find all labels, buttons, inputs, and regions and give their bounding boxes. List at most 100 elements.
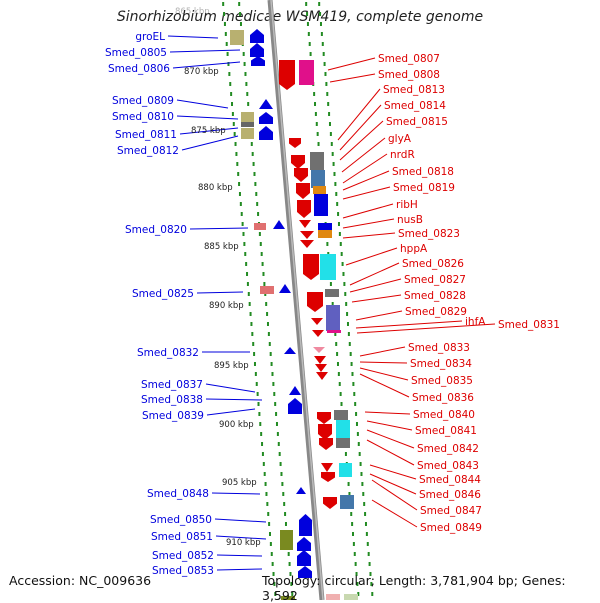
gene-label[interactable]: Smed_0835 xyxy=(411,375,473,387)
gene-label[interactable]: Smed_0840 xyxy=(413,409,475,421)
gene-label[interactable]: Smed_0847 xyxy=(420,505,482,517)
cog-block[interactable] xyxy=(336,438,350,448)
gene-label[interactable]: Smed_0848 xyxy=(147,488,209,500)
gene-arrow[interactable] xyxy=(259,99,273,109)
gene-label[interactable]: Smed_0809 xyxy=(112,95,174,107)
gene-label[interactable]: Smed_0818 xyxy=(392,166,454,178)
gene-label[interactable]: nusB xyxy=(397,214,423,226)
gene-arrow[interactable] xyxy=(251,56,265,66)
gene-label[interactable]: groEL xyxy=(135,31,165,43)
gene-arrow[interactable] xyxy=(323,497,337,509)
gene-arrow[interactable] xyxy=(250,43,264,57)
gene-arrow[interactable] xyxy=(300,231,314,239)
gene-label[interactable]: Smed_0813 xyxy=(383,84,445,96)
gene-label[interactable]: Smed_0808 xyxy=(378,69,440,81)
gene-arrow[interactable] xyxy=(288,398,302,414)
gene-arrow[interactable] xyxy=(289,138,301,148)
gene-label[interactable]: Smed_0846 xyxy=(419,489,481,501)
gene-arrow[interactable] xyxy=(303,254,319,280)
gene-arrow[interactable] xyxy=(312,330,324,337)
gene-label[interactable]: Smed_0807 xyxy=(378,53,440,65)
gene-label[interactable]: Smed_0826 xyxy=(402,258,464,270)
cog-block[interactable] xyxy=(281,596,295,600)
gene-label[interactable]: Smed_0844 xyxy=(419,474,481,486)
gene-label[interactable]: Smed_0849 xyxy=(420,522,482,534)
gene-label[interactable]: Smed_0850 xyxy=(150,514,212,526)
gene-label[interactable]: Smed_0836 xyxy=(412,392,474,404)
cog-block[interactable] xyxy=(326,305,340,331)
gene-label[interactable]: Smed_0806 xyxy=(108,63,170,75)
gene-label[interactable]: Smed_0841 xyxy=(415,425,477,437)
gene-label[interactable]: Smed_0819 xyxy=(393,182,455,194)
gene-label[interactable]: Smed_0833 xyxy=(408,342,470,354)
gene-label[interactable]: Smed_0829 xyxy=(405,306,467,318)
gene-label[interactable]: glyA xyxy=(388,133,412,145)
gene-arrow[interactable] xyxy=(273,220,285,229)
cog-block[interactable] xyxy=(280,530,293,550)
gene-arrow[interactable] xyxy=(316,372,328,380)
cog-block[interactable] xyxy=(318,223,332,230)
gene-arrow[interactable] xyxy=(299,514,312,536)
gene-arrow[interactable] xyxy=(289,386,301,395)
gene-arrow[interactable] xyxy=(314,356,326,364)
gene-label[interactable]: Smed_0842 xyxy=(417,443,479,455)
gene-label[interactable]: Smed_0853 xyxy=(152,565,214,577)
gene-label[interactable]: ihfA xyxy=(465,316,486,328)
cog-block[interactable] xyxy=(230,30,244,45)
cog-block[interactable] xyxy=(299,60,314,85)
gene-label[interactable]: Smed_0820 xyxy=(125,224,187,236)
gene-label[interactable]: Smed_0810 xyxy=(112,111,174,123)
gene-arrow[interactable] xyxy=(313,347,325,353)
gene-arrow[interactable] xyxy=(319,438,333,450)
gene-arrow[interactable] xyxy=(284,347,296,354)
cog-block[interactable] xyxy=(327,330,341,333)
gene-arrow[interactable] xyxy=(297,537,311,551)
cog-block[interactable] xyxy=(313,186,326,194)
cog-block[interactable] xyxy=(340,495,354,509)
gene-arrow[interactable] xyxy=(279,284,291,293)
gene-label[interactable]: Smed_0832 xyxy=(137,347,199,359)
gene-arrow[interactable] xyxy=(299,220,311,228)
gene-label[interactable]: Smed_0831 xyxy=(498,319,560,331)
gene-label[interactable]: Smed_0838 xyxy=(141,394,203,406)
gene-arrow[interactable] xyxy=(291,155,305,169)
gene-label[interactable]: Smed_0811 xyxy=(115,129,177,141)
cog-block[interactable] xyxy=(311,170,325,188)
gene-arrow[interactable] xyxy=(259,126,273,140)
gene-label[interactable]: ribH xyxy=(396,199,418,211)
cog-block[interactable] xyxy=(334,410,348,420)
cog-block[interactable] xyxy=(344,594,358,600)
gene-label[interactable]: Smed_0839 xyxy=(142,410,204,422)
cog-block[interactable] xyxy=(310,152,324,170)
gene-label[interactable]: Smed_0815 xyxy=(386,116,448,128)
gene-arrow[interactable] xyxy=(311,318,323,325)
cog-block[interactable] xyxy=(314,194,328,216)
gene-arrow[interactable] xyxy=(297,550,311,566)
gene-label[interactable]: Smed_0834 xyxy=(410,358,472,370)
gene-label[interactable]: Smed_0843 xyxy=(417,460,479,472)
gene-arrow[interactable] xyxy=(294,168,308,182)
gene-arrow[interactable] xyxy=(297,200,311,218)
gene-label[interactable]: Smed_0852 xyxy=(152,550,214,562)
gene-arrow[interactable] xyxy=(317,412,331,424)
gene-label[interactable]: nrdR xyxy=(390,149,415,161)
gene-arrow[interactable] xyxy=(296,183,310,199)
gene-arrow[interactable] xyxy=(250,29,264,43)
cog-block[interactable] xyxy=(241,112,254,122)
cog-block[interactable] xyxy=(320,254,336,280)
cog-block[interactable] xyxy=(241,122,254,127)
gene-arrow[interactable] xyxy=(307,292,323,312)
gene-label[interactable]: Smed_0812 xyxy=(117,145,179,157)
gene-arrow[interactable] xyxy=(321,472,335,482)
gene-label[interactable]: hppA xyxy=(400,243,428,255)
gene-label[interactable]: Smed_0814 xyxy=(384,100,446,112)
cog-block[interactable] xyxy=(241,128,254,139)
gene-arrow[interactable] xyxy=(298,566,312,578)
gene-label[interactable]: Smed_0827 xyxy=(404,274,466,286)
cog-block[interactable] xyxy=(336,420,350,438)
gene-arrow[interactable] xyxy=(321,463,333,472)
cog-block[interactable] xyxy=(339,463,352,477)
cog-block[interactable] xyxy=(325,289,339,297)
gene-label[interactable]: Smed_0805 xyxy=(105,47,167,59)
gene-arrow[interactable] xyxy=(296,487,306,494)
